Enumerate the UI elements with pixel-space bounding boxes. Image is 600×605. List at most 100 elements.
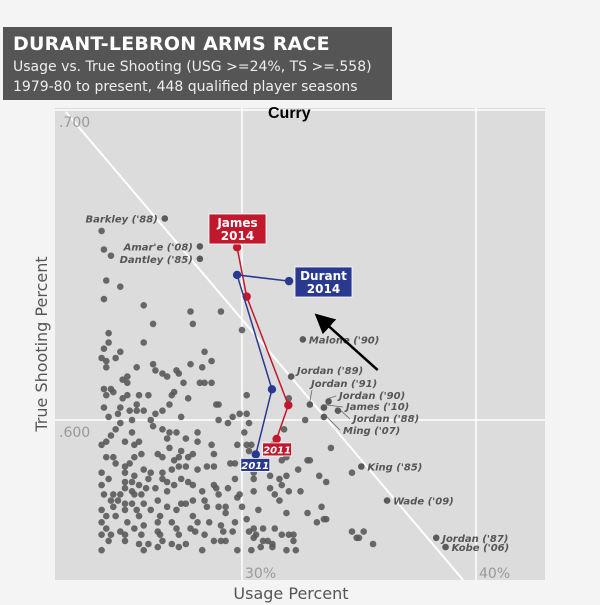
data-point	[105, 329, 112, 337]
data-point	[135, 391, 143, 399]
james-callout-year: 2014	[221, 229, 254, 243]
data-point	[217, 537, 225, 545]
data-point	[198, 546, 206, 554]
trend-line	[65, 111, 464, 581]
data-point	[102, 277, 110, 284]
y-tick-label: .700	[59, 115, 90, 131]
data-point	[100, 385, 108, 393]
data-point	[102, 364, 110, 371]
data-point	[250, 534, 257, 542]
data-point	[163, 488, 171, 495]
data-point	[131, 472, 138, 480]
data-point	[241, 429, 248, 436]
durant-season-point	[267, 385, 277, 394]
data-point	[360, 528, 367, 535]
data-point	[203, 463, 211, 470]
data-point	[177, 447, 185, 455]
data-point	[173, 429, 180, 436]
data-point	[154, 450, 162, 458]
data-point	[159, 453, 166, 461]
data-point	[159, 370, 166, 377]
data-point	[259, 525, 267, 532]
data-point	[121, 531, 129, 538]
data-point	[215, 491, 222, 498]
data-point	[255, 506, 262, 514]
data-point	[187, 360, 194, 368]
data-point	[215, 401, 222, 408]
data-point	[124, 519, 131, 526]
data-point	[152, 484, 159, 492]
data-point	[163, 373, 171, 380]
data-point	[208, 357, 215, 365]
data-point	[222, 509, 229, 517]
trend-line-group	[65, 111, 464, 581]
data-point	[348, 469, 356, 477]
data-point	[128, 416, 136, 424]
data-point	[98, 531, 105, 538]
data-point	[124, 391, 131, 399]
data-point	[175, 463, 183, 470]
x-tick-label: 40%	[479, 566, 510, 582]
data-point	[98, 469, 105, 477]
data-point	[208, 379, 215, 387]
data-point	[117, 348, 124, 356]
data-point	[133, 506, 140, 514]
point-label: Jordan ('87)	[440, 534, 508, 545]
data-point	[135, 438, 143, 446]
data-point	[184, 478, 192, 486]
data-point	[145, 475, 152, 483]
data-point	[175, 531, 183, 538]
data-point	[124, 373, 131, 380]
data-point	[248, 441, 255, 449]
point-label: Jordan ('91)	[309, 379, 377, 390]
data-point	[189, 497, 197, 504]
arrow-icon	[314, 313, 379, 372]
james-season-point	[232, 243, 242, 252]
data-point	[318, 503, 325, 511]
data-point	[117, 528, 124, 535]
data-point	[196, 379, 204, 387]
data-point	[301, 416, 309, 424]
data-point	[322, 478, 330, 486]
data-point	[175, 543, 183, 551]
data-point	[121, 469, 129, 477]
data-point	[234, 546, 241, 554]
james-season-point	[284, 400, 293, 410]
data-point	[189, 481, 197, 489]
data-point	[110, 491, 117, 498]
y-axis-label: True Shooting Percent	[32, 256, 51, 432]
data-point	[245, 419, 253, 427]
data-point	[219, 528, 227, 535]
data-point	[149, 320, 157, 328]
data-point	[98, 441, 105, 449]
data-point	[210, 450, 218, 458]
labeled-point	[320, 404, 328, 411]
data-point	[177, 413, 185, 421]
data-point	[133, 401, 140, 408]
data-point	[271, 525, 279, 532]
data-point	[98, 227, 105, 235]
data-point	[107, 432, 115, 439]
point-label: Jordan ('88)	[351, 414, 419, 425]
data-point	[105, 537, 112, 545]
data-point	[159, 475, 166, 483]
durant-2014-callout	[294, 266, 353, 298]
data-point	[201, 531, 208, 538]
data-point	[210, 463, 218, 470]
y-tick-label: .600	[59, 425, 90, 441]
data-point	[203, 503, 211, 511]
labeled-point	[299, 336, 307, 343]
data-point	[250, 525, 257, 532]
data-point	[297, 488, 304, 495]
data-point	[243, 441, 250, 449]
data-point	[140, 339, 148, 346]
data-point	[156, 531, 164, 538]
data-point	[126, 460, 133, 467]
data-point	[98, 519, 105, 526]
data-point	[98, 506, 105, 514]
data-point	[102, 525, 110, 532]
data-point	[180, 379, 187, 387]
data-point	[114, 497, 122, 504]
data-point	[304, 457, 311, 464]
data-point	[105, 339, 112, 346]
